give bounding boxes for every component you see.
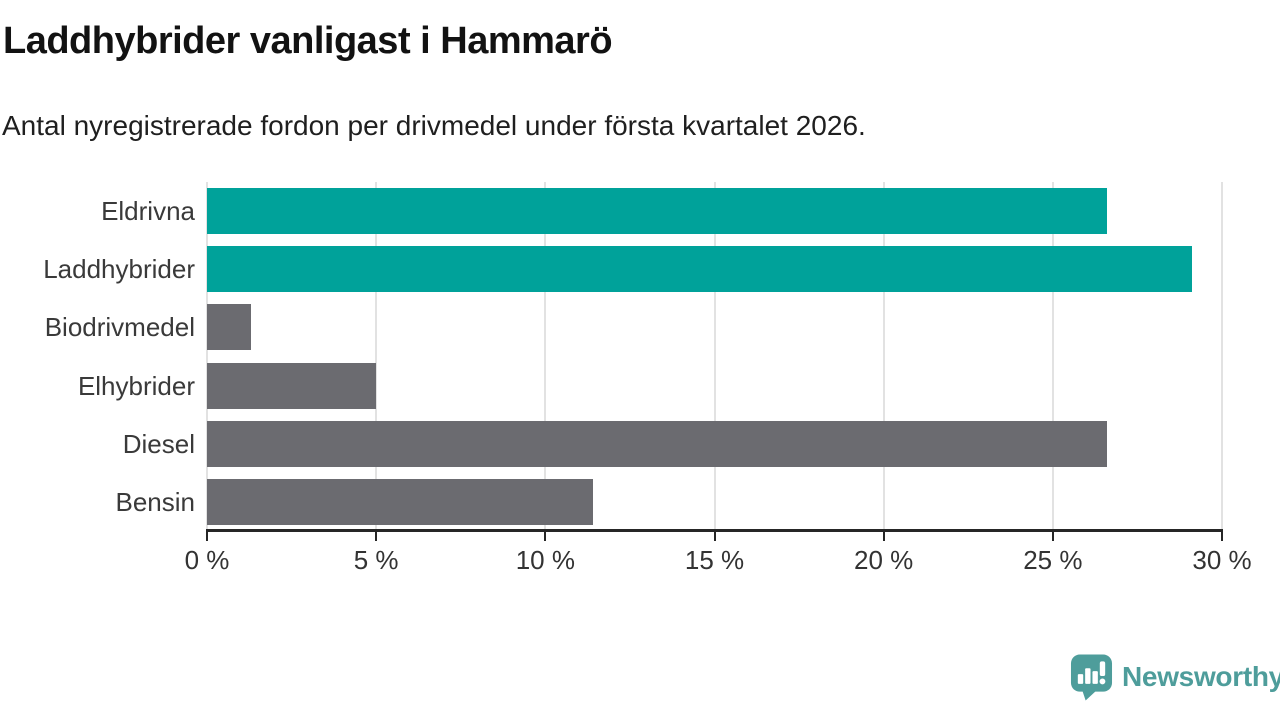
category-label: Biodrivmedel [44, 312, 195, 343]
bar-bensin [207, 478, 593, 525]
x-axis-line [206, 529, 1223, 532]
bar-elhybrider [207, 362, 377, 409]
x-tick-label: 25 % [1023, 545, 1083, 575]
newsworthy-bubble-chart-icon [1070, 653, 1113, 701]
newsworthy-wordmark: Newsworthy [1122, 661, 1280, 692]
bar-row: Diesel [123, 420, 1222, 467]
bar-row: Bensin [116, 478, 1222, 525]
x-tick-label: 30 % [1192, 545, 1252, 575]
x-tick-label: 10 % [515, 545, 575, 575]
axis-tick [544, 532, 547, 541]
gridline [713, 182, 716, 531]
category-label: Elhybrider [77, 370, 195, 401]
page-title: Laddhybrider vanligast i Hammarö [3, 20, 613, 62]
gridline [206, 182, 208, 531]
page-subtitle: Antal nyregistrerade fordon per drivmede… [2, 110, 866, 141]
x-tick-label: 20 % [854, 545, 914, 575]
axis-tick [1051, 532, 1054, 541]
x-tick-label: 5 % [353, 545, 399, 575]
bar-row: Elhybrider [78, 362, 1222, 409]
gridline [544, 182, 547, 531]
axis-tick [206, 532, 208, 541]
bar-diesel [207, 420, 1107, 467]
gridline [882, 182, 885, 531]
gridline [1051, 182, 1054, 531]
newsworthy-logo: Newsworthy [1070, 653, 1280, 701]
gridline [1221, 182, 1223, 531]
bar-row: Laddhybrider [43, 246, 1222, 293]
bar-eldrivna [207, 188, 1107, 234]
category-label: Diesel [122, 428, 195, 459]
category-label: Bensin [115, 486, 196, 517]
bar-row: Eldrivna [101, 188, 1222, 234]
x-tick-label: 15 % [684, 545, 745, 575]
axis-tick [375, 532, 378, 541]
axis-tick [882, 532, 885, 541]
category-label: Laddhybrider [43, 254, 195, 285]
x-tick-label: 0 % [184, 545, 230, 575]
bar-row: Biodrivmedel [45, 304, 1222, 351]
gridline [375, 182, 378, 531]
axis-tick [713, 532, 716, 541]
axis-tick [1221, 532, 1223, 541]
bar-biodrivmedel [207, 304, 251, 351]
bar-laddhybrider [207, 246, 1192, 293]
plot-area: 0 % 5 % 10 % 15 % 20 % 25 % 30 % Eldrivna Laddhy… [43, 182, 1252, 575]
category-label: Eldrivna [101, 196, 195, 226]
